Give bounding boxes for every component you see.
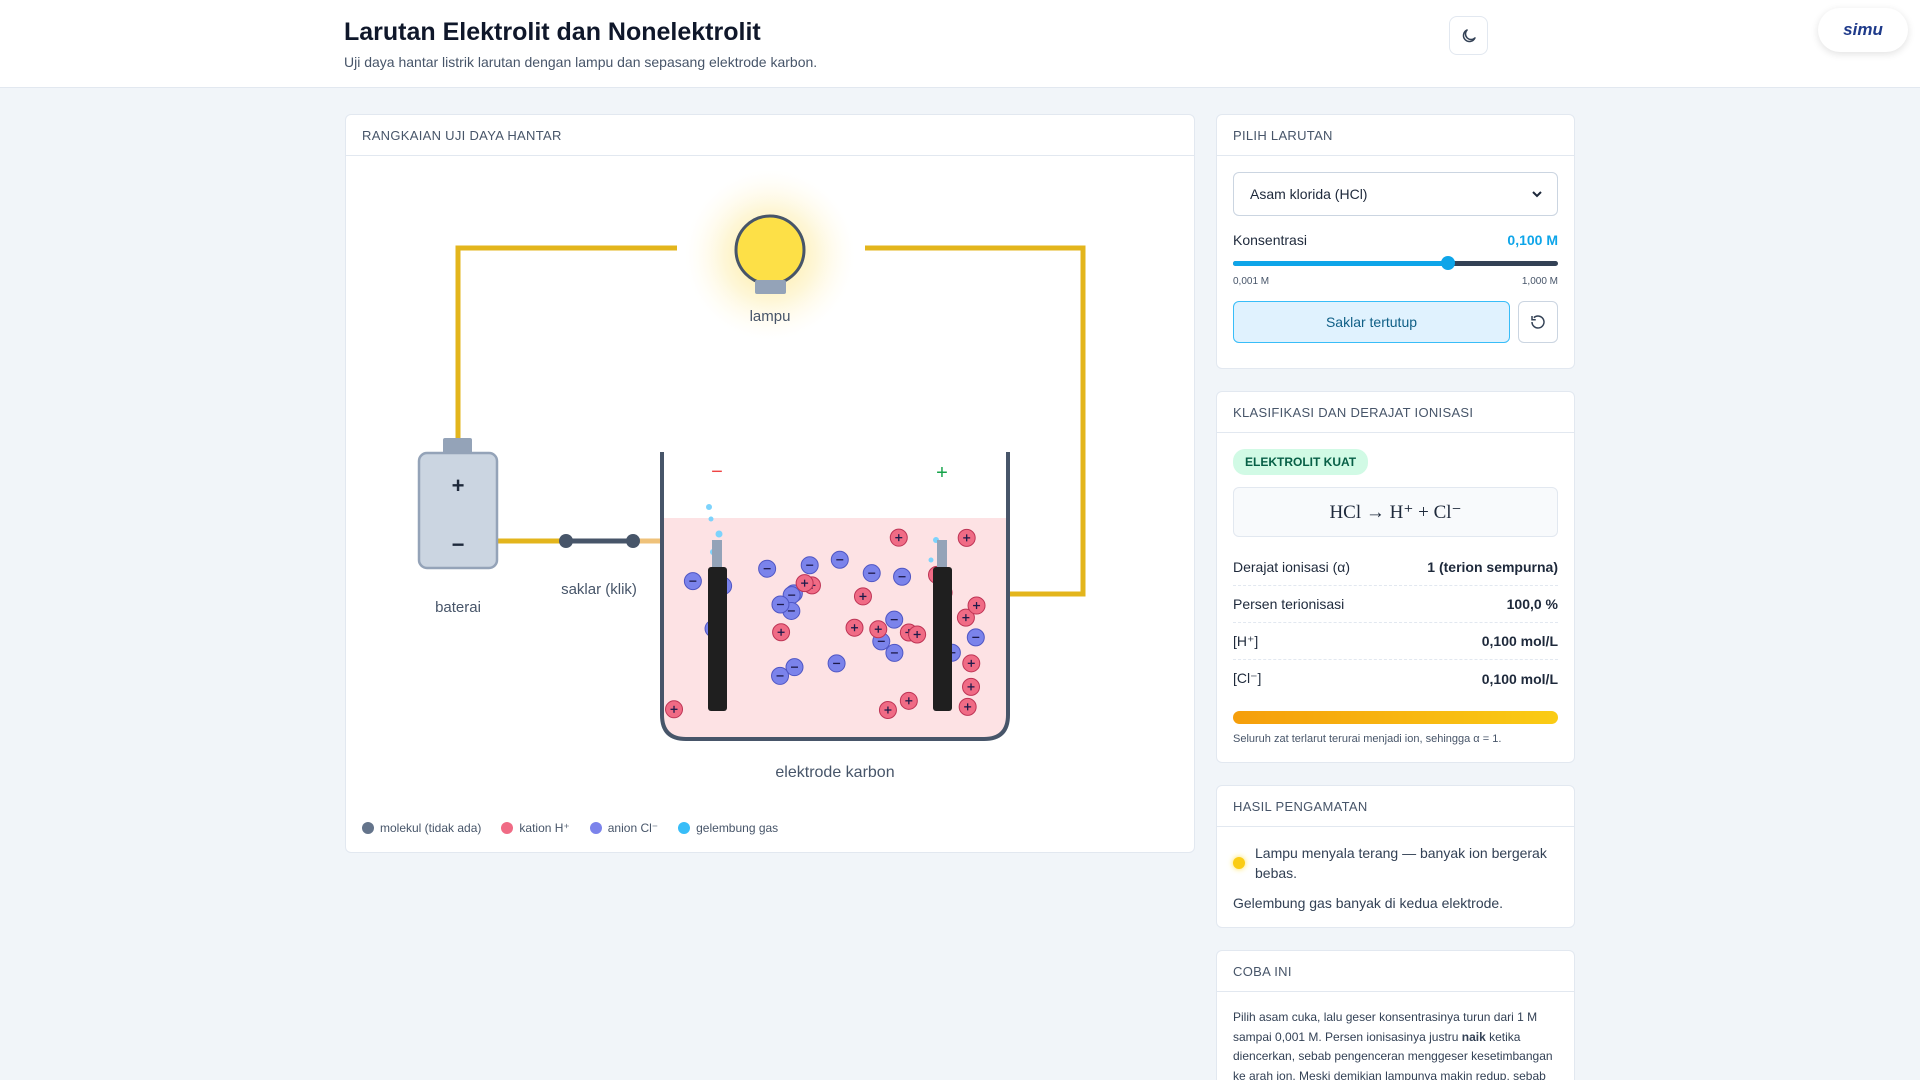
legend-label: kation H⁺ bbox=[519, 821, 570, 835]
battery-label: baterai bbox=[435, 599, 481, 616]
row-label: Persen terionisasi bbox=[1233, 596, 1345, 612]
concentration-slider[interactable] bbox=[1233, 252, 1558, 274]
panel-title: HASIL PENGAMATAN bbox=[1217, 786, 1574, 827]
row-value: 0,100 mol/L bbox=[1481, 670, 1558, 687]
observation-panel: HASIL PENGAMATAN Lampu menyala terang — … bbox=[1216, 785, 1575, 928]
min-label: 0,001 M bbox=[1233, 276, 1270, 287]
gas-bubble bbox=[928, 557, 934, 563]
max-label: 1,000 M bbox=[1521, 276, 1558, 287]
panel-title: RANGKAIAN UJI DAYA HANTAR bbox=[346, 115, 1194, 156]
badge: ELEKTROLIT KUAT bbox=[1233, 449, 1369, 475]
text: Pilih asam cuka, lalu geser konsentrasin… bbox=[1233, 1010, 1538, 1044]
battery bbox=[417, 451, 499, 570]
concentration-value: 0,100 M bbox=[1507, 232, 1558, 248]
electrode-label: elektrode karbon bbox=[775, 764, 894, 781]
electrode bbox=[708, 567, 727, 711]
legend-label: anion Cl⁻ bbox=[607, 821, 659, 835]
slider-range: 0,001 M 1,000 M bbox=[1233, 276, 1558, 287]
wire bbox=[865, 245, 1086, 597]
data-row: Derajat ionisasi (α) 1 (terion sempurna) bbox=[1233, 549, 1558, 586]
switch-button[interactable]: Saklar tertutup bbox=[1233, 301, 1510, 343]
concentration-label: Konsentrasi bbox=[1233, 232, 1307, 248]
legend-label: molekul (tidak ada) bbox=[380, 821, 482, 835]
theme-toggle[interactable] bbox=[1449, 16, 1488, 55]
ionization-bar bbox=[1233, 711, 1558, 724]
row-value: 1 (terion sempurna) bbox=[1427, 559, 1558, 575]
electrode-cap bbox=[937, 540, 947, 568]
switch-pin bbox=[626, 534, 640, 548]
circuit: lampu + − baterai saklar (klik) − + elek… bbox=[417, 170, 1086, 781]
logo-text: simu bbox=[1843, 20, 1883, 39]
battery-minus: − bbox=[452, 532, 465, 557]
panel-title: KLASIFIKASI DAN DERAJAT IONISASI bbox=[1217, 392, 1574, 433]
page-subtitle: Uji daya hantar listrik larutan dengan l… bbox=[344, 54, 818, 70]
bold-text: naik bbox=[1461, 1029, 1486, 1044]
panel-title: COBA INI bbox=[1217, 951, 1574, 992]
lamp-indicator bbox=[1233, 857, 1245, 869]
switch-pin bbox=[559, 534, 573, 548]
observation-item: Gelembung gas banyak di kedua elektrode. bbox=[1233, 895, 1504, 911]
lamp-bulb bbox=[734, 214, 806, 286]
text: ketika diencerkan, sebab pengenceran men… bbox=[1233, 1029, 1553, 1080]
battery-plus: + bbox=[452, 473, 465, 498]
button-label: Saklar tertutup bbox=[1325, 314, 1418, 330]
concentration-row: Konsentrasi 0,100 M bbox=[1233, 232, 1558, 248]
data-row: [H⁺] 0,100 mol/L bbox=[1233, 623, 1558, 660]
panel-title: PILIH LARUTAN bbox=[1217, 115, 1574, 156]
legend-item: gelembung gas bbox=[678, 821, 778, 835]
battery-cap bbox=[443, 438, 472, 454]
electrode-cap bbox=[712, 540, 722, 568]
try-panel: COBA INI Pilih asam cuka, lalu geser kon… bbox=[1216, 950, 1575, 1080]
header: Larutan Elektrolit dan Nonelektrolit Uji… bbox=[0, 0, 1920, 88]
select-value: Asam klorida (HCl) bbox=[1250, 186, 1368, 202]
legend-item: anion Cl⁻ bbox=[589, 821, 659, 835]
reset-button[interactable] bbox=[1518, 301, 1558, 343]
beaker bbox=[660, 452, 1010, 741]
switch-label: saklar (klik) bbox=[561, 581, 637, 598]
legend: molekul (tidak ada) kation H⁺ anion Cl⁻ … bbox=[362, 821, 778, 835]
lamp-label: lampu bbox=[750, 308, 791, 325]
solution-panel: PILIH LARUTAN Asam klorida (HCl) Konsent… bbox=[1216, 114, 1575, 369]
logo[interactable]: simu bbox=[1818, 8, 1908, 52]
classification-panel: KLASIFIKASI DAN DERAJAT IONISASI ELEKTRO… bbox=[1216, 391, 1575, 763]
circuit-panel: RANGKAIAN UJI DAYA HANTAR lampu + − bate… bbox=[345, 114, 1195, 853]
chevron bbox=[1532, 191, 1542, 198]
gas-bubble bbox=[706, 504, 712, 510]
legend-label: gelembung gas bbox=[696, 821, 779, 835]
moon-icon bbox=[1462, 28, 1476, 42]
gas-bubble bbox=[715, 530, 723, 538]
page-title: Larutan Elektrolit dan Nonelektrolit bbox=[344, 18, 761, 46]
data-row: [Cl⁻] 0,100 mol/L bbox=[1233, 660, 1558, 697]
reset-icon bbox=[1531, 315, 1545, 329]
solution-select[interactable]: Asam klorida (HCl) bbox=[1233, 172, 1558, 216]
row-label: [H⁺] bbox=[1233, 632, 1259, 649]
electrode-plus: + bbox=[936, 462, 948, 484]
observation-item: Lampu menyala terang — banyak ion berger… bbox=[1255, 845, 1547, 881]
electrode-minus: − bbox=[711, 461, 723, 483]
data-row: Persen terionisasi 100,0 % bbox=[1233, 586, 1558, 623]
row-label: Derajat ionisasi (α) bbox=[1233, 559, 1351, 575]
wire bbox=[455, 245, 677, 439]
gas-bubble bbox=[708, 516, 714, 522]
try-text: Pilih asam cuka, lalu geser konsentrasin… bbox=[1217, 992, 1574, 1080]
note: Seluruh zat terlarut terurai menjadi ion… bbox=[1233, 733, 1502, 745]
row-label: [Cl⁻] bbox=[1233, 670, 1262, 686]
solution bbox=[662, 518, 1008, 739]
electrode bbox=[933, 567, 952, 711]
row-value: 100,0 % bbox=[1506, 596, 1558, 612]
legend-item: molekul (tidak ada) bbox=[362, 821, 481, 835]
lamp-base bbox=[755, 280, 786, 294]
row-value: 0,100 mol/L bbox=[1481, 633, 1558, 649]
equation: HCl → H⁺ + Cl⁻ bbox=[1233, 487, 1558, 537]
legend-item: kation H⁺ bbox=[501, 821, 570, 835]
